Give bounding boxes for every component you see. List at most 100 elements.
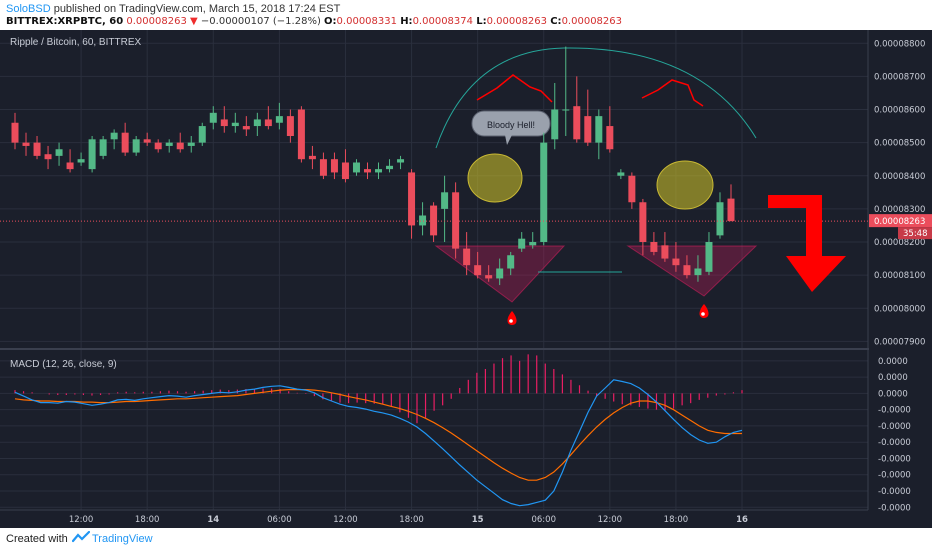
candle-up (165, 142, 173, 146)
countdown-text: 35:48 (903, 229, 928, 239)
price-axis[interactable]: 0.00008800 0.00008700 0.00008600 0.00008500… (869, 30, 932, 510)
candle-up (507, 255, 515, 269)
down-triangle-icon: ▼ (190, 16, 198, 27)
candle-down (430, 205, 438, 236)
time-tick-label: 06:00 (531, 515, 556, 525)
published-text: published on TradingView.com, March 15, … (50, 3, 341, 15)
candle-down (121, 132, 129, 153)
price-tick-label: 0.00008500 (874, 139, 925, 149)
candle-up (551, 109, 559, 140)
right-eye-ellipse (656, 160, 714, 210)
close-label: C: (550, 16, 562, 27)
candle-down (143, 139, 151, 143)
blood-drop-highlight (509, 319, 513, 323)
candle-down (683, 265, 691, 276)
macd-tick-label: 0.0000 (878, 373, 908, 383)
left-eye-ellipse (467, 153, 523, 203)
candle-up (540, 142, 548, 242)
macd-tick-label: 0.0000 (878, 357, 908, 367)
price-tick-label: 0.00008400 (874, 172, 925, 182)
macd-tick-label: -0.0000 (878, 471, 911, 481)
time-tick-label: 12:00 (598, 515, 623, 525)
speech-bubble-tail (505, 135, 512, 145)
candle-down (264, 119, 272, 127)
footer: Created with TradingView (0, 528, 932, 550)
macd-tick-label: -0.0000 (878, 454, 911, 464)
candle-up (352, 162, 360, 173)
time-tick-label: 15 (472, 515, 484, 525)
head-arc (435, 47, 757, 149)
price-pane-title: Ripple / Bitcoin, 60, BITTREX (10, 37, 141, 48)
candle-down (286, 116, 294, 136)
high-value: 0.00008374 (412, 16, 474, 27)
macd-tick-label: -0.0000 (878, 503, 911, 513)
candle-down (297, 109, 305, 160)
price-tick-label: 0.00007900 (874, 337, 925, 347)
macd-tick-label: -0.0000 (878, 438, 911, 448)
author-link[interactable]: SoloBSD (6, 3, 51, 15)
candle-up (386, 165, 394, 170)
time-tick-label: 18:00 (135, 515, 160, 525)
candle-down (606, 126, 614, 150)
chart-canvas[interactable]: Bloody Hell! 0.000088000.000087000.00008… (0, 30, 932, 528)
candle-down (650, 242, 658, 252)
low-label: L: (476, 16, 487, 27)
time-axis[interactable]: 12:00 18:00 14 06:00 12:00 18:00 15 06:00 12:00 1… (0, 511, 932, 528)
last-price: 0.00008263 (126, 16, 187, 27)
macd-line (14, 379, 743, 507)
candle-up (132, 139, 140, 153)
candle-down (408, 172, 416, 226)
candle-up (694, 268, 702, 276)
candle-down (33, 142, 41, 156)
candle-down (727, 198, 735, 222)
candle-up (716, 202, 724, 236)
candle-up (375, 169, 383, 173)
time-tick-label: 06:00 (267, 515, 292, 525)
speech-bubble-text: Bloody Hell! (487, 120, 535, 130)
symbol-label: BITTREX:XRPBTC, 60 (6, 16, 124, 27)
price-change: −0.00000107 (−1.28%) (200, 16, 321, 27)
price-tick-label: 0.00008000 (874, 304, 925, 314)
candle-up (419, 215, 427, 226)
macd-pane (14, 354, 743, 507)
macd-tick-label: -0.0000 (878, 422, 911, 432)
candle-down (330, 159, 338, 173)
tradingview-link[interactable]: TradingView (92, 533, 153, 545)
open-value: 0.00008331 (336, 16, 397, 27)
candle-up (99, 139, 107, 156)
candle-down (66, 162, 74, 170)
candle-up (529, 242, 537, 246)
candle-up (209, 112, 217, 123)
left-blood-drop-icon (507, 311, 517, 325)
candle-down (308, 155, 316, 160)
macd-tick-label: 0.0000 (878, 389, 908, 399)
axis-background (869, 30, 932, 510)
candle-up (275, 116, 283, 123)
candle-down (176, 142, 184, 150)
candle-up (595, 116, 603, 143)
candle-down (242, 126, 250, 130)
close-value: 0.00008263 (561, 16, 623, 27)
macd-tick-label: -0.0000 (878, 487, 911, 497)
macd-axis[interactable]: 0.0000 0.0000 0.0000 -0.0000 -0.0000 -0.0000 -… (878, 357, 911, 513)
candle-down (661, 245, 669, 259)
signal-line (14, 389, 742, 481)
candle-down (341, 162, 349, 180)
candle-down (319, 159, 327, 176)
blood-drop-highlight (701, 312, 705, 316)
candle-down (22, 142, 30, 146)
candle-down (154, 142, 162, 150)
created-with-text: Created with (6, 533, 68, 545)
candle-up (705, 242, 713, 272)
price-tick-label: 0.00008800 (874, 39, 925, 49)
candles (11, 46, 735, 286)
candle-up (253, 119, 261, 127)
candle-up (88, 139, 96, 170)
time-tick-label: 18:00 (399, 515, 424, 525)
candle-down (672, 258, 680, 266)
time-tick-label: 12:00 (69, 515, 94, 525)
macd-tick-label: -0.0000 (878, 406, 911, 416)
annotations-front (0, 195, 868, 325)
price-tick-label: 0.00008200 (874, 238, 925, 248)
price-tick-label: 0.00008300 (874, 205, 925, 215)
